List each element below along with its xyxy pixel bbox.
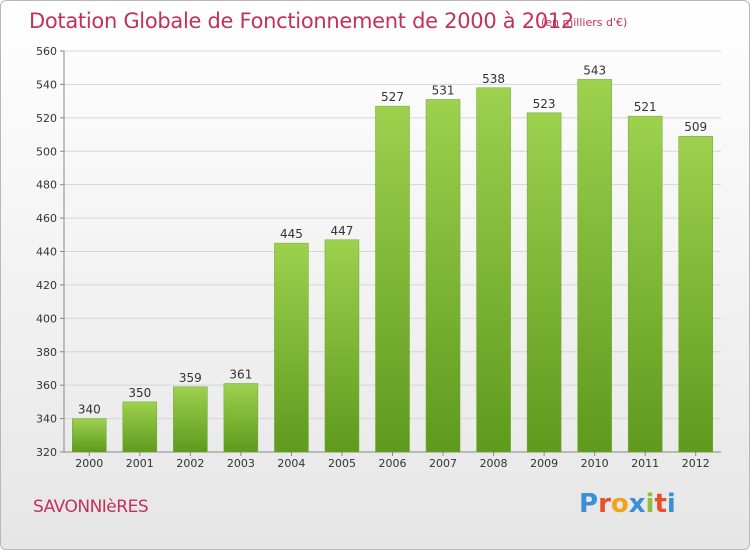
x-tick-label: 2002 — [176, 457, 204, 470]
bar-value-label: 523 — [533, 97, 556, 111]
bar-layer — [72, 79, 713, 453]
bar-2006 — [375, 105, 410, 453]
y-tick-label: 560 — [36, 45, 57, 58]
y-tick-label: 420 — [36, 279, 57, 292]
chart-title: Dotation Globale de Fonctionnement de 20… — [29, 9, 574, 33]
chart-subtitle: (en milliers d'€) — [541, 16, 628, 29]
x-tick-label: 2001 — [126, 457, 154, 470]
bar-value-label: 447 — [331, 224, 354, 238]
bar-value-label: 521 — [634, 100, 657, 114]
bar-value-label: 531 — [432, 83, 455, 97]
x-tick-label: 2000 — [75, 457, 103, 470]
x-tick-label: 2009 — [530, 457, 558, 470]
logo-letter: o — [610, 489, 629, 519]
y-tick-label: 400 — [36, 312, 57, 325]
bar-2010 — [577, 79, 612, 453]
bar-value-label: 361 — [229, 367, 252, 381]
y-tick-label: 540 — [36, 78, 57, 91]
x-tick-label: 2005 — [328, 457, 356, 470]
y-tick-label: 360 — [36, 379, 57, 392]
bar-2007 — [425, 99, 461, 453]
bar-2005 — [324, 239, 360, 453]
logo-letter: i — [645, 489, 655, 519]
bar-value-label: 359 — [179, 371, 202, 385]
logo-letter: r — [598, 489, 611, 519]
y-tick-label: 500 — [36, 145, 57, 158]
x-tick-label: 2012 — [682, 457, 710, 470]
bar-value-label: 543 — [583, 63, 606, 77]
x-tick-label: 2010 — [581, 457, 609, 470]
y-tick-label: 440 — [36, 246, 57, 259]
x-tick-label: 2006 — [379, 457, 407, 470]
x-tick-label: 2003 — [227, 457, 255, 470]
x-tick-label: 2008 — [480, 457, 508, 470]
bar-value-label: 527 — [381, 90, 404, 104]
proxiti-logo: Proxiti — [579, 489, 676, 519]
y-tick-label: 520 — [36, 112, 57, 125]
label-layer: 320 340 360 380 400 420 440 460 480 500 520 540 560 3… — [36, 45, 710, 470]
y-tick-label: 340 — [36, 413, 57, 426]
y-tick-label: 320 — [36, 446, 57, 459]
x-tick-label: 2011 — [631, 457, 659, 470]
x-tick-label: 2004 — [277, 457, 305, 470]
bar-value-label: 350 — [128, 386, 151, 400]
logo-letter: t — [654, 489, 667, 519]
bar-2009 — [526, 112, 562, 453]
bar-value-label: 538 — [482, 72, 505, 86]
y-tick-label: 380 — [36, 346, 57, 359]
bar-2000 — [72, 418, 107, 453]
bar-2008 — [476, 87, 511, 453]
logo-letter: x — [628, 489, 646, 519]
bar-value-label: 445 — [280, 227, 303, 241]
bar-2012 — [678, 135, 713, 453]
commune-name: SAVONNIèRES — [33, 497, 149, 517]
x-tick-label: 2007 — [429, 457, 457, 470]
bar-2011 — [627, 115, 663, 453]
bar-2003 — [223, 383, 259, 453]
logo-letter: P — [579, 489, 599, 519]
bar-value-label: 340 — [78, 403, 101, 417]
logo-letter: i — [666, 489, 676, 519]
bar-2001 — [122, 401, 158, 453]
y-tick-label: 480 — [36, 179, 57, 192]
y-tick-label: 460 — [36, 212, 57, 225]
bar-value-label: 509 — [684, 120, 707, 134]
bar-2002 — [173, 386, 208, 453]
bar-2004 — [274, 242, 309, 453]
